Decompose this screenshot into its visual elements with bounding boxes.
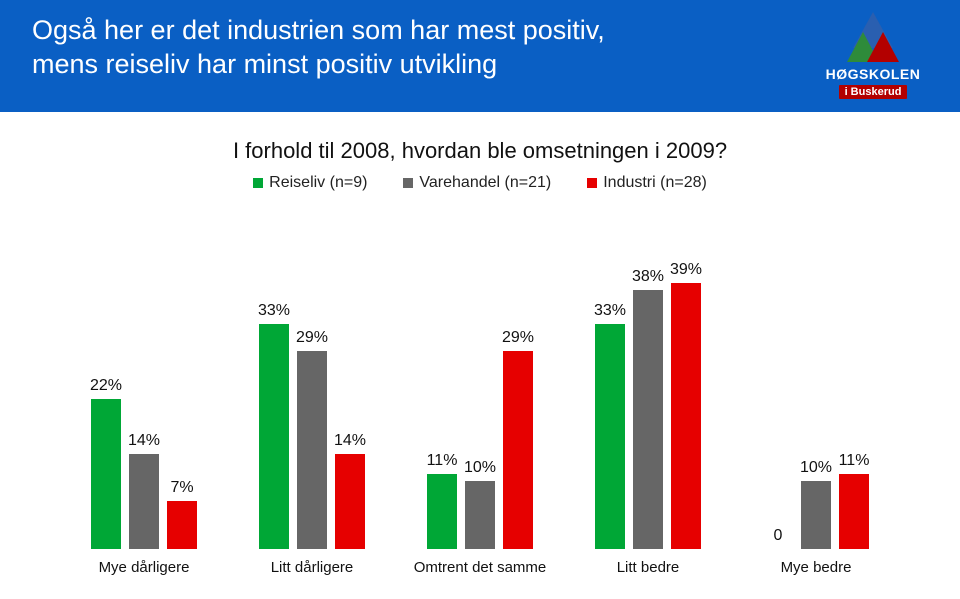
bar [633, 290, 663, 549]
legend-color-icon [253, 178, 263, 188]
bar [427, 474, 457, 549]
legend: Reiseliv (n=9) Varehandel (n=21) Industri … [0, 174, 960, 192]
x-axis-label: Omtrent det samme [396, 549, 564, 576]
legend-label: Varehandel (n=21) [419, 174, 551, 191]
x-axis-label: Mye bedre [732, 549, 900, 576]
page-title: Også her er det industrien som har mest … [32, 14, 605, 82]
bar-value-label: 33% [251, 302, 297, 320]
bar-value-label: 14% [121, 432, 167, 450]
bar [259, 324, 289, 549]
title-line-2: mens reiseliv har minst positiv utviklin… [32, 49, 497, 79]
triangle-logo-icon [841, 10, 905, 64]
bar [91, 399, 121, 549]
bar [839, 474, 869, 549]
title-line-1: Også her er det industrien som har mest … [32, 15, 605, 45]
bar-value-label: 11% [831, 452, 877, 470]
bar [129, 454, 159, 549]
header: Også her er det industrien som har mest … [0, 0, 960, 112]
plot-area: 22%14%7%Mye dårligere33%29%14%Litt dårli… [60, 222, 900, 549]
bar-value-label: 29% [495, 329, 541, 347]
x-axis-label: Litt bedre [564, 549, 732, 576]
logo-label-1: HØGSKOLEN [808, 66, 938, 82]
bar [335, 454, 365, 549]
bar [801, 481, 831, 549]
bar-group: 010%11%Mye bedre [732, 222, 900, 549]
bar-group: 33%38%39%Litt bedre [564, 222, 732, 549]
legend-item: Reiseliv (n=9) [253, 174, 367, 192]
bar-value-label: 29% [289, 329, 335, 347]
logo-label-2: i Buskerud [839, 85, 908, 99]
legend-label: Industri (n=28) [603, 174, 707, 191]
bar-value-label: 0 [755, 527, 801, 545]
bar-value-label: 39% [663, 261, 709, 279]
bar-value-label: 10% [457, 459, 503, 477]
legend-item: Varehandel (n=21) [403, 174, 551, 192]
chart-title: I forhold til 2008, hvordan ble omsetnin… [0, 138, 960, 164]
bar-group: 11%10%29%Omtrent det samme [396, 222, 564, 549]
bar [503, 351, 533, 549]
bar [671, 283, 701, 549]
bar [167, 501, 197, 549]
logo: HØGSKOLEN i Buskerud [808, 10, 938, 100]
legend-item: Industri (n=28) [587, 174, 707, 192]
bar-group: 33%29%14%Litt dårligere [228, 222, 396, 549]
bar-value-label: 22% [83, 377, 129, 395]
legend-color-icon [587, 178, 597, 188]
bar [595, 324, 625, 549]
legend-label: Reiseliv (n=9) [269, 174, 367, 191]
legend-color-icon [403, 178, 413, 188]
bar-group: 22%14%7%Mye dårligere [60, 222, 228, 549]
bar-value-label: 14% [327, 432, 373, 450]
bar [465, 481, 495, 549]
x-axis-label: Litt dårligere [228, 549, 396, 576]
x-axis-label: Mye dårligere [60, 549, 228, 576]
bar-value-label: 33% [587, 302, 633, 320]
bar [297, 351, 327, 549]
bar-value-label: 7% [159, 479, 205, 497]
chart: I forhold til 2008, hvordan ble omsetnin… [0, 112, 960, 599]
